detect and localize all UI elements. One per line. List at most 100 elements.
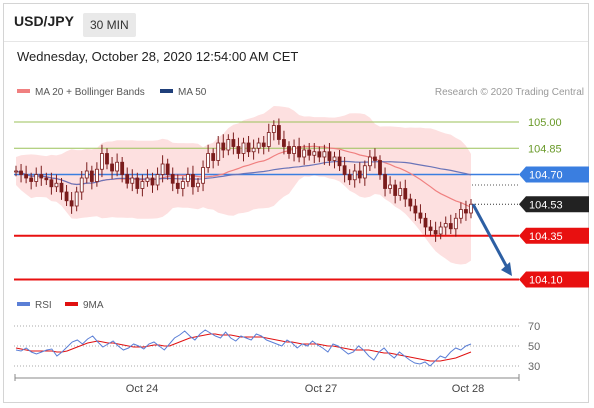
candle-body xyxy=(398,188,403,196)
level-badge-text-104.10: 104.10 xyxy=(529,275,563,287)
candle-body xyxy=(216,142,221,161)
candle-body xyxy=(282,139,286,147)
candle-body xyxy=(357,170,362,179)
header-divider xyxy=(4,41,588,42)
candle-body xyxy=(89,170,94,182)
candle-body xyxy=(337,156,342,167)
candle-body xyxy=(165,163,170,175)
level-label-105.00: 105.00 xyxy=(528,117,562,129)
candle-body xyxy=(59,182,64,193)
candle-body xyxy=(221,142,226,151)
candle-body xyxy=(266,132,271,147)
candle-body xyxy=(94,168,99,182)
candle-body xyxy=(342,165,347,175)
candle-body xyxy=(408,198,413,207)
timeframe-button[interactable]: 30 MIN xyxy=(83,13,136,37)
candle-body xyxy=(69,200,74,207)
candle-body xyxy=(347,174,352,181)
candle-body xyxy=(155,174,160,186)
candle-body xyxy=(24,174,29,179)
candle-body xyxy=(39,174,44,179)
candle-body xyxy=(418,212,423,219)
candle-body xyxy=(423,217,428,228)
candle-body xyxy=(19,170,23,175)
candle-body xyxy=(125,174,130,184)
x-axis: Oct 24 Oct 27 Oct 28 xyxy=(14,374,520,395)
main-legend: MA 20 + Bollinger Bands MA 50 Research ©… xyxy=(17,87,584,98)
rsi-level-label-70: 70 xyxy=(528,321,540,333)
candle-body xyxy=(302,149,307,158)
x-tick-label: Oct 24 xyxy=(126,383,158,395)
level-badge-104.10 xyxy=(519,271,589,288)
candle-body xyxy=(261,142,266,147)
candle-body xyxy=(160,163,165,175)
ma20-legend-swatch xyxy=(17,89,30,93)
candle-body xyxy=(206,153,211,168)
rsi-line xyxy=(15,329,472,367)
ma50-legend-swatch xyxy=(160,89,173,93)
candle-body xyxy=(469,203,473,214)
rsi-level-label-50: 50 xyxy=(528,341,540,353)
candle-body xyxy=(170,174,175,184)
candle-body xyxy=(256,142,261,149)
candle-body xyxy=(251,147,256,153)
candle-body xyxy=(29,177,34,182)
candle-body xyxy=(226,139,231,151)
rsi-legend: RSI 9MA xyxy=(17,300,104,311)
rsi-ma-line xyxy=(15,333,472,362)
candle-body xyxy=(175,182,180,189)
level-badge-104.35 xyxy=(519,227,589,244)
candle-body xyxy=(236,146,241,154)
candle-body xyxy=(448,223,453,230)
candle-body xyxy=(145,177,150,182)
level-badge-text-104.35: 104.35 xyxy=(529,231,563,243)
candle-body xyxy=(464,209,468,214)
candle-body xyxy=(64,191,69,202)
candle-body xyxy=(196,182,200,188)
candle-body xyxy=(428,226,433,231)
candle-body xyxy=(403,188,408,200)
candle-body xyxy=(180,181,185,189)
candle-body xyxy=(49,179,54,188)
candles xyxy=(14,118,473,242)
level-badge-text-104.53: 104.53 xyxy=(529,199,563,211)
rsi-ma-legend-swatch xyxy=(65,302,78,306)
candle-body xyxy=(367,156,372,167)
candle-body xyxy=(393,184,398,196)
level-label-104.85: 104.85 xyxy=(528,143,562,155)
candle-body xyxy=(115,161,120,172)
widget-header: USD/JPY 30 MIN xyxy=(4,4,588,40)
candle-body xyxy=(276,125,281,140)
level-badge-104.70 xyxy=(519,166,589,183)
candle-body xyxy=(100,153,104,170)
candle-body xyxy=(287,146,291,154)
candle-body xyxy=(130,177,135,184)
candle-body xyxy=(413,205,418,214)
candle-body xyxy=(433,230,438,235)
candle-body xyxy=(246,142,251,153)
candle-body xyxy=(150,177,155,186)
forecast-arrowhead xyxy=(501,262,512,276)
level-badge-text-104.70: 104.70 xyxy=(529,170,563,182)
candle-body xyxy=(14,170,18,173)
rsi-panel: 70 50 30 xyxy=(14,321,540,373)
candle-body xyxy=(453,217,458,230)
candle-body xyxy=(297,146,302,158)
candle-body xyxy=(307,149,312,156)
candle-body xyxy=(317,151,322,158)
candle-body xyxy=(140,181,145,189)
candle-body xyxy=(388,184,393,189)
candle-body xyxy=(292,146,296,154)
candle-body xyxy=(191,174,195,188)
candle-body xyxy=(105,153,109,165)
level-badge-104.53 xyxy=(519,196,589,213)
candle-body xyxy=(438,226,443,235)
candle-body xyxy=(84,170,89,179)
candle-body xyxy=(271,125,276,133)
candle-body xyxy=(79,177,84,193)
candle-body xyxy=(231,139,236,147)
symbol-title: USD/JPY xyxy=(14,13,74,29)
candle-body xyxy=(378,160,382,175)
candle-body xyxy=(135,177,140,189)
